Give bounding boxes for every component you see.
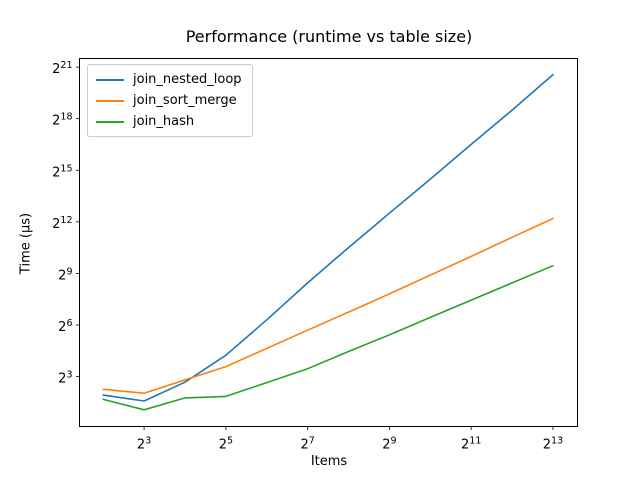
x-tick-label: 23 <box>137 436 151 453</box>
y-tick-label: 218 <box>52 112 72 129</box>
y-tick-label: 221 <box>52 60 72 77</box>
legend-label: join_nested_loop <box>133 72 242 87</box>
x-tick-label: 211 <box>461 436 481 453</box>
x-tick-label: 29 <box>382 436 396 453</box>
legend-line-sample <box>96 99 124 102</box>
legend: join_nested_loop join_sort_merge join_ha… <box>87 64 253 137</box>
y-tick-label: 26 <box>58 318 72 335</box>
legend-line-sample <box>96 78 124 81</box>
legend-item-join-nested-loop: join_nested_loop <box>96 69 242 90</box>
legend-label: join_sort_merge <box>133 93 237 108</box>
series-line-join_sort_merge <box>102 217 554 395</box>
x-tick-label: 25 <box>219 436 233 453</box>
legend-item-join-sort-merge: join_sort_merge <box>96 90 242 111</box>
axes-frame <box>79 58 578 427</box>
x-axis-label: Items <box>310 454 348 469</box>
legend-line-sample <box>96 120 124 123</box>
legend-label: join_hash <box>133 114 195 129</box>
legend-item-join-hash: join_hash <box>96 111 242 132</box>
y-tick-label: 29 <box>58 266 72 283</box>
series-line-join_nested_loop <box>102 73 554 402</box>
y-tick-label: 23 <box>58 370 72 387</box>
series-line-join_hash <box>102 264 554 411</box>
x-tick-label: 27 <box>300 436 314 453</box>
y-tick-label: 215 <box>52 163 72 180</box>
y-tick-label: 212 <box>52 215 72 232</box>
chart-title: Performance (runtime vs table size) <box>185 27 473 46</box>
x-tick-label: 213 <box>543 436 563 453</box>
y-axis-label: Time (μs) <box>18 212 34 275</box>
